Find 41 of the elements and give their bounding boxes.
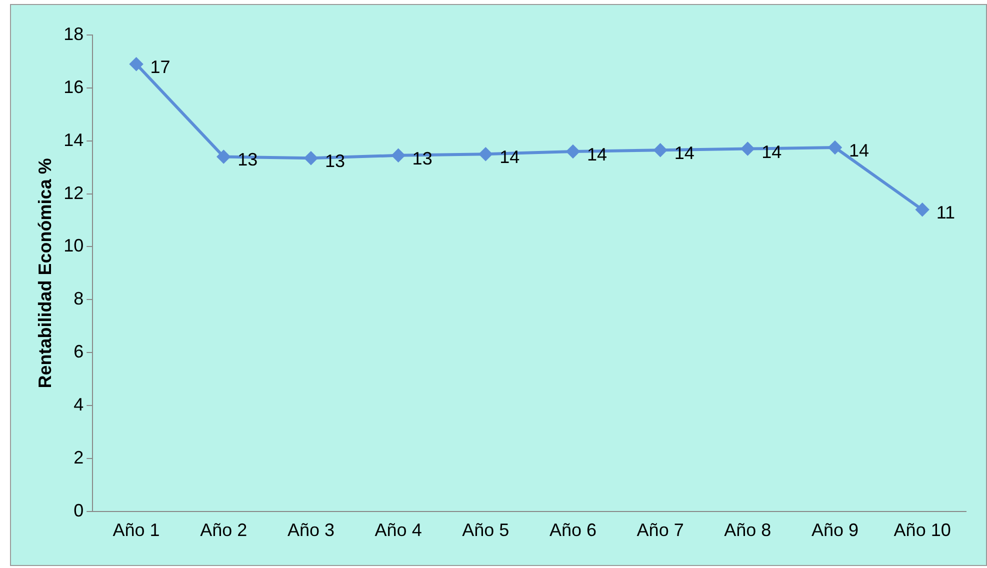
- x-tick-label: Año 3: [287, 520, 334, 540]
- point: [130, 58, 143, 71]
- point: [304, 152, 318, 165]
- point: [566, 144, 580, 158]
- x-tick-label: Año 9: [811, 520, 859, 540]
- y-tick-label: 12: [64, 182, 84, 203]
- x-tick-label: Año 10: [894, 520, 951, 540]
- point: [392, 148, 405, 162]
- y-tick-label: 0: [74, 500, 84, 520]
- data-label: 14: [586, 144, 608, 164]
- data-label: 13: [238, 150, 258, 170]
- x-tick-label: Año 1: [112, 520, 160, 540]
- data-label: 14: [848, 140, 870, 160]
- point: [479, 148, 492, 161]
- y-tick-label: 4: [74, 394, 84, 414]
- data-label: 17: [150, 57, 170, 78]
- y-axis-title: Rentabilidad Económica %: [34, 158, 55, 388]
- x-tick-label: Año 4: [374, 520, 422, 540]
- data-label: 14: [500, 147, 520, 168]
- x-tick-label: Año 6: [549, 520, 597, 540]
- data-label: 13: [324, 151, 345, 172]
- data-label: 14: [762, 142, 782, 162]
- point: [916, 203, 929, 216]
- y-tick-label: 8: [74, 288, 84, 309]
- y-tick-label: 2: [74, 447, 84, 468]
- x-tick-label: Año 5: [462, 520, 510, 540]
- y-tick-label: 18: [64, 24, 84, 44]
- x-tick-label: Año 8: [724, 520, 772, 540]
- x-tick-label: Año 7: [636, 520, 684, 540]
- y-tick-label: 10: [64, 236, 84, 256]
- point: [741, 142, 754, 156]
- point: [828, 140, 842, 154]
- point: [654, 144, 667, 157]
- y-tick-label: 14: [64, 130, 84, 150]
- data-label: 13: [412, 148, 432, 168]
- y-tick-label: 6: [74, 342, 84, 362]
- point: [217, 150, 230, 164]
- data-label: 14: [674, 143, 694, 164]
- x-tick-label: Año 2: [200, 520, 248, 540]
- y-tick-label: 16: [64, 76, 84, 97]
- data-label: 11: [936, 202, 956, 223]
